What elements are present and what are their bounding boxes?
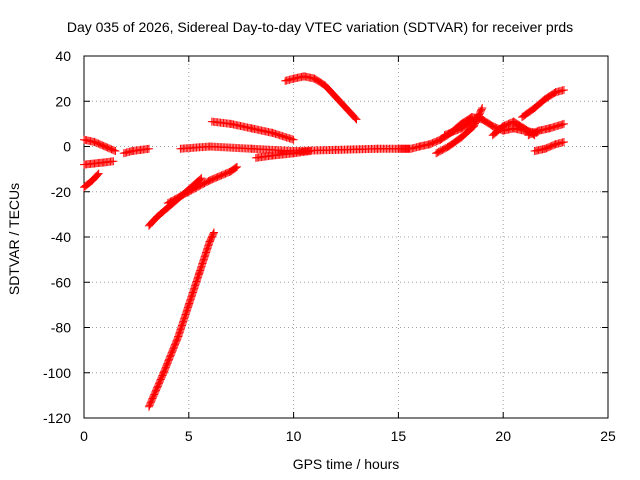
data-point: [92, 171, 101, 180]
x-tick-label: 10: [286, 428, 302, 444]
data-point: [476, 113, 485, 122]
data-point: [144, 144, 153, 153]
y-tick-label: 0: [63, 139, 71, 155]
y-tick-label: -120: [43, 410, 71, 426]
data-point: [306, 147, 315, 156]
y-axis-label: SDTVAR / TECUs: [6, 182, 22, 296]
data-point: [477, 105, 486, 114]
data-point: [559, 119, 568, 128]
data-point: [94, 169, 103, 178]
data-point: [230, 164, 239, 173]
y-tick-label: -100: [43, 365, 71, 381]
x-axis-label: GPS time / hours: [292, 456, 400, 472]
data-points: [80, 72, 568, 411]
data-point: [289, 135, 298, 144]
x-tick-label: 5: [185, 428, 193, 444]
data-point: [350, 113, 359, 122]
x-tick-label: 25: [600, 428, 616, 444]
data-point: [474, 113, 483, 122]
y-tick-label: 20: [55, 93, 71, 109]
y-tick-label: -40: [51, 229, 71, 245]
data-point: [352, 115, 361, 124]
data-point: [233, 162, 242, 171]
y-tick-label: -20: [51, 184, 71, 200]
data-point: [478, 104, 487, 113]
data-point: [351, 114, 360, 123]
data-point: [111, 147, 120, 156]
data-point: [197, 174, 206, 183]
y-tick-label: -80: [51, 320, 71, 336]
data-point: [559, 137, 568, 146]
x-tick-label: 15: [391, 428, 407, 444]
data-point: [231, 163, 240, 172]
y-tick-label: 40: [55, 48, 71, 64]
y-tick-label: -60: [51, 274, 71, 290]
data-point: [559, 85, 568, 94]
data-point: [209, 228, 218, 237]
chart-title: Day 035 of 2026, Sidereal Day-to-day VTE…: [66, 19, 574, 35]
x-tick-label: 0: [80, 428, 88, 444]
data-point: [109, 157, 118, 166]
data-point: [93, 170, 102, 179]
x-tick-label: 20: [495, 428, 511, 444]
data-point: [209, 229, 218, 238]
data-point: [110, 146, 119, 155]
